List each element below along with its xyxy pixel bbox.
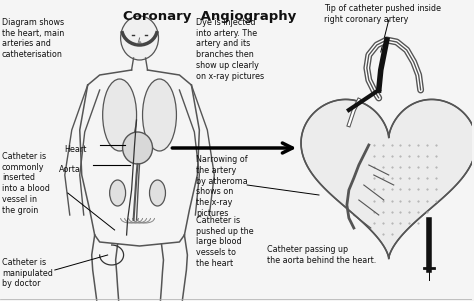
Ellipse shape: [149, 180, 165, 206]
Text: Coronary  Angiography: Coronary Angiography: [123, 10, 296, 23]
Text: Catheter passing up
the aorta behind the heart.: Catheter passing up the aorta behind the…: [267, 245, 376, 265]
Ellipse shape: [143, 79, 176, 151]
Ellipse shape: [123, 132, 153, 164]
Text: Heart: Heart: [64, 145, 86, 154]
Text: Aorta: Aorta: [59, 165, 81, 174]
Text: Dye is injected
into artery. The
artery and its
branches then
show up clearly
on: Dye is injected into artery. The artery …: [196, 18, 264, 81]
Text: Catheter is
pushed up the
large blood
vessels to
the heart: Catheter is pushed up the large blood ve…: [196, 216, 254, 268]
Text: Tip of catheter pushed inside
right coronary artery: Tip of catheter pushed inside right coro…: [324, 4, 441, 24]
Ellipse shape: [103, 79, 137, 151]
Ellipse shape: [109, 180, 126, 206]
Ellipse shape: [120, 16, 158, 60]
Polygon shape: [301, 99, 474, 259]
Text: Narrowing of
the artery
by atheroma
shows on
the x-ray
pictures: Narrowing of the artery by atheroma show…: [196, 155, 248, 218]
Text: Catheter is
commonly
inserted
into a blood
vessel in
the groin: Catheter is commonly inserted into a blo…: [2, 152, 50, 215]
Text: Catheter is
manipulated
by doctor: Catheter is manipulated by doctor: [2, 258, 53, 288]
Text: Diagram shows
the heart, main
arteries and
catheterisation: Diagram shows the heart, main arteries a…: [2, 18, 64, 59]
